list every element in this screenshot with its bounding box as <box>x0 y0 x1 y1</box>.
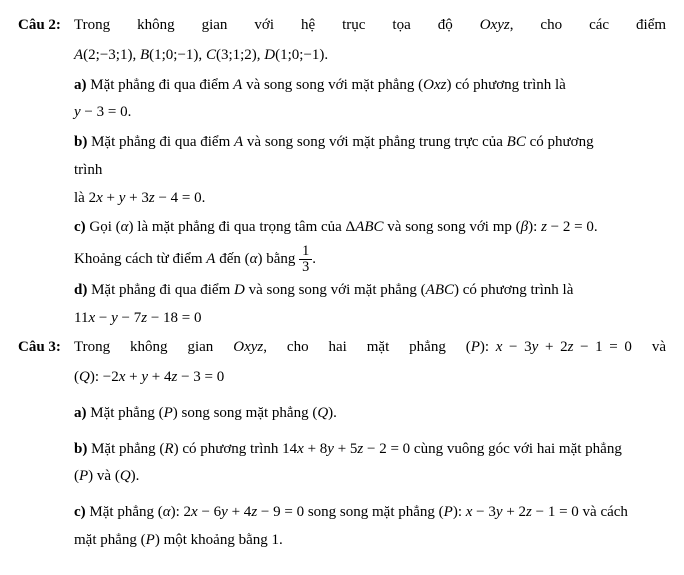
q2-c-line1: c) Gọi (α) là mặt phẳng đi qua trọng tâm… <box>74 214 666 242</box>
q3-b-line1: b) Mặt phẳng (R) có phương trình 14x + 8… <box>74 436 666 464</box>
page: Câu 2: Trong không gian với hệ trục tọa … <box>0 0 684 575</box>
question-3: Câu 3: Trong không gian Oxyz, cho hai mặ… <box>18 334 666 554</box>
fraction-numerator: 1 <box>299 244 312 260</box>
q3-c-line1: c) Mặt phẳng (α): 2x − 6y + 4z − 9 = 0 s… <box>74 499 666 527</box>
q3-a: a) Mặt phẳng (P) song song mặt phẳng (Q)… <box>74 400 666 428</box>
fraction-denominator: 3 <box>299 260 312 275</box>
period: . <box>312 251 316 267</box>
q3-label: Câu 3: <box>18 334 74 362</box>
q3-intro-line1: Trong không gian Oxyz, cho hai mặt phẳng… <box>74 334 666 362</box>
q3-c-line2: mặt phẳng (P) một khoảng bằng 1. <box>74 527 666 555</box>
q2-label: Câu 2: <box>18 12 74 40</box>
q3-Q-eq: (Q): −2x + y + 4z − 3 = 0 <box>74 364 666 392</box>
q2-d-eq: 11x − y − 7z − 18 = 0 <box>74 305 666 333</box>
q2-a-eq: y − 3 = 0. <box>74 99 666 127</box>
q2-b-line1b: trình <box>74 157 666 185</box>
q2-body: Trong không gian với hệ trục tọa độ Oxyz… <box>74 12 666 332</box>
fraction-one-third: 1 3 <box>299 244 312 275</box>
q3-body: Trong không gian Oxyz, cho hai mặt phẳng… <box>74 334 666 554</box>
q2-a-line1: a) Mặt phẳng đi qua điểm A và song song … <box>74 72 666 100</box>
q2-intro-line1: Trong không gian với hệ trục tọa độ Oxyz… <box>74 12 666 40</box>
q2-b-eq: là 2x + y + 3z − 4 = 0. <box>74 185 666 213</box>
q2-points: A(2;−3;1), B(1;0;−1), C(3;1;2), D(1;0;−1… <box>74 42 666 70</box>
q2-c-line2: Khoảng cách từ điểm A đến (α) bằng 1 3 . <box>74 244 666 275</box>
q2-b-line1: b) Mặt phẳng đi qua điểm A và song song … <box>74 129 666 157</box>
q3-b-line2: (P) và (Q). <box>74 463 666 491</box>
q2-d-line1: d) Mặt phẳng đi qua điểm D và song song … <box>74 277 666 305</box>
question-2: Câu 2: Trong không gian với hệ trục tọa … <box>18 12 666 332</box>
